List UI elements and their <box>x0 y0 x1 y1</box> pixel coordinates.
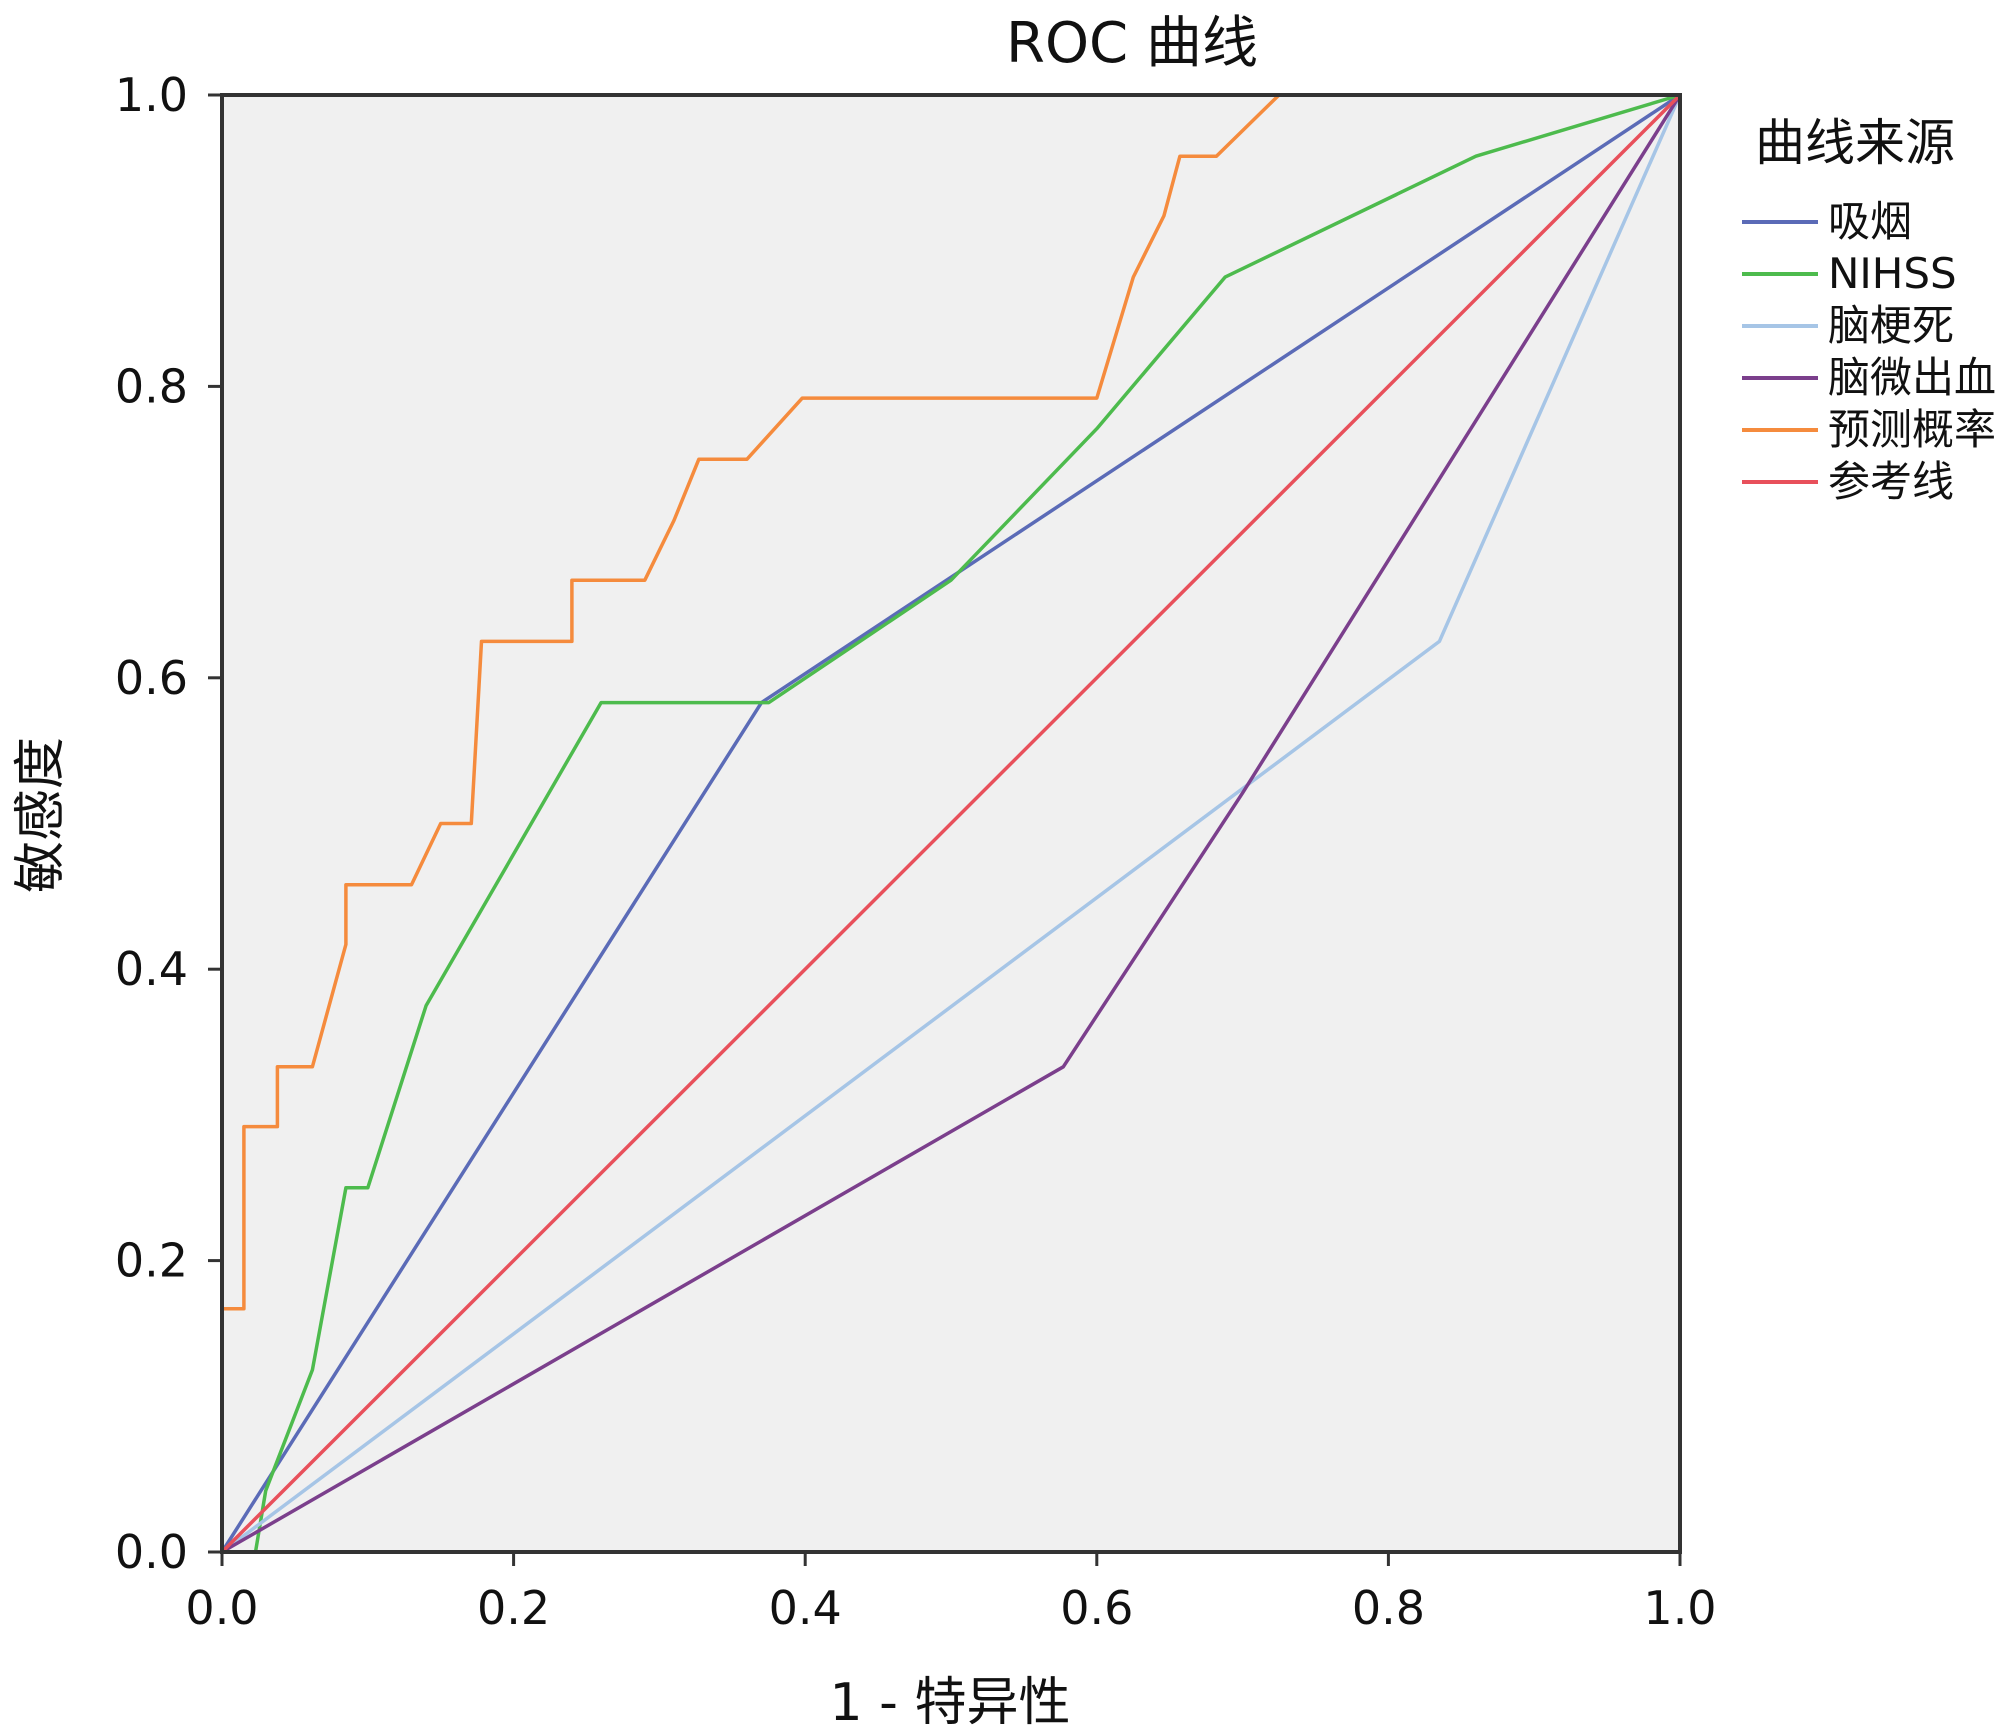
series-line-3 <box>221 94 1682 1554</box>
y-tick-label: 0.0 <box>115 1525 188 1579</box>
y-axis-label: 敏感度 <box>11 737 71 893</box>
x-tick-label: 0.2 <box>477 1581 550 1635</box>
y-tick-label: 0.4 <box>115 942 188 996</box>
chart-title: ROC 曲线 <box>1006 11 1258 76</box>
y-tick-label: 1.0 <box>115 68 188 122</box>
legend-item-label: 脑微出血 <box>1828 353 1996 402</box>
series-line-4 <box>220 93 1680 1552</box>
legend-item-label: 吸烟 <box>1828 197 1912 246</box>
axes-layer: 0.0 0.2 0.4 0.6 0.8 1.0 0.0 0.2 0.4 0.6 0.8 1.0 <box>115 68 1717 1635</box>
y-tick-label: 0.6 <box>115 651 188 705</box>
y-tick-label: 0.8 <box>115 359 188 413</box>
legend-title: 曲线来源 <box>1755 114 1955 172</box>
x-tick-label: 0.0 <box>185 1581 258 1635</box>
series-line-2 <box>220 94 1682 1554</box>
legend-item-label: 脑梗死 <box>1828 301 1954 350</box>
x-tick-label: 1.0 <box>1643 1581 1716 1635</box>
y-tick-label: 0.2 <box>115 1234 188 1288</box>
legend-item-label: 参考线 <box>1828 457 1954 506</box>
x-tick-label: 0.4 <box>769 1581 842 1635</box>
x-axis-label: 1 - 特异性 <box>830 1673 1071 1733</box>
legend-item-label: NIHSS <box>1828 249 1957 298</box>
legend-item-label: 预测概率 <box>1828 405 1996 454</box>
plot-frame <box>220 93 1682 1554</box>
x-tick-label: 0.6 <box>1060 1581 1133 1635</box>
series-line-5 <box>220 93 1682 1554</box>
series-layer <box>220 93 1682 1554</box>
x-tick-label: 0.8 <box>1352 1581 1425 1635</box>
series-line-1 <box>222 93 1681 1554</box>
